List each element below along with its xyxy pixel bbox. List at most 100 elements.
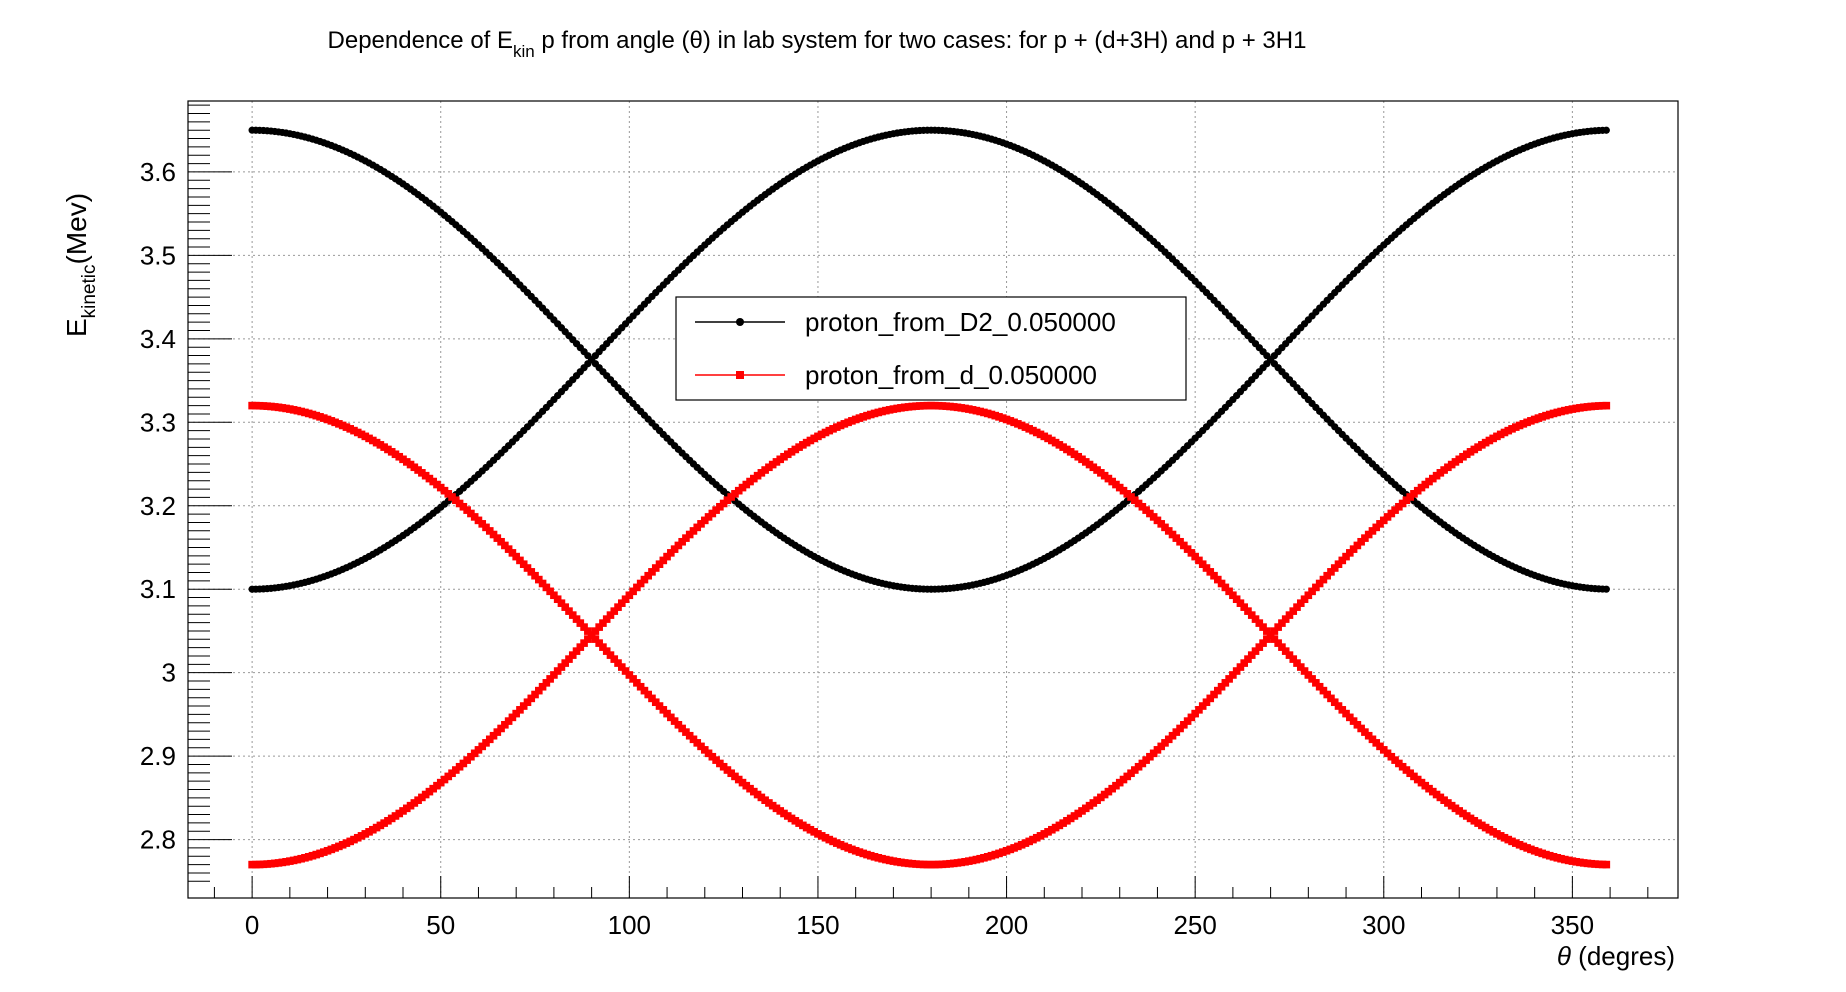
axes: 0 50 100 150 200 250 300 350 2.8 2.9 3 3.1 3.2 3.3 3.4… (140, 104, 1649, 940)
legend-label-proton-from-d: proton_from_d_0.050000 (805, 360, 1097, 390)
data-point (1263, 635, 1271, 643)
data-point (550, 591, 558, 600)
data-point (1323, 571, 1331, 580)
data-point (1330, 564, 1339, 572)
data-point (1217, 579, 1226, 588)
data-point (1602, 860, 1611, 869)
data-point (1327, 694, 1335, 703)
y-tick-label: 3.4 (140, 324, 176, 354)
legend-marker-proton-from-d2 (736, 318, 744, 326)
data-point (1285, 651, 1294, 659)
data-point (576, 619, 585, 627)
data-point (538, 579, 547, 588)
data-point (561, 603, 570, 611)
data-point (1293, 603, 1301, 611)
grid (188, 101, 1678, 898)
data-point (584, 635, 592, 643)
data-point (1229, 591, 1237, 600)
plot-frame (187, 100, 1679, 899)
data-point (568, 611, 577, 619)
data-point (1225, 587, 1233, 596)
data-point (644, 571, 653, 580)
series-0 (248, 126, 1610, 593)
data-point (1225, 675, 1233, 683)
data-point (1312, 679, 1320, 687)
data-point (629, 587, 637, 596)
data-point (606, 611, 615, 619)
data-point (1319, 686, 1328, 695)
data-point (546, 587, 554, 596)
data-point (1319, 575, 1328, 584)
data-point (1281, 615, 1290, 623)
data-point (636, 682, 645, 691)
data-point (617, 599, 626, 607)
data-point (1244, 655, 1252, 663)
legend-label-proton-from-d2: proton_from_D2_0.050000 (805, 307, 1116, 337)
data-point (553, 595, 562, 604)
data-point (580, 623, 588, 631)
data-point (633, 583, 641, 592)
y-tick-label: 3.6 (140, 157, 176, 187)
data-point (1300, 667, 1309, 675)
data-point (1278, 643, 1286, 651)
data-point (602, 615, 611, 623)
data-point (572, 615, 581, 623)
data-point (614, 603, 622, 611)
data-point (1270, 627, 1279, 635)
data-point (651, 564, 660, 572)
data-point (648, 694, 656, 703)
legend: proton_from_D2_0.050000 proton_from_d_0.… (675, 296, 1187, 401)
data-point (1263, 627, 1271, 635)
data-point (629, 675, 637, 683)
data-point (519, 560, 528, 568)
data-point (1206, 694, 1215, 703)
data-point (576, 643, 585, 651)
data-point (1602, 585, 1610, 593)
data-point (1213, 686, 1222, 695)
data-point (1274, 623, 1282, 631)
data-point (1232, 667, 1241, 675)
data-point (644, 690, 653, 699)
y-tick-label: 3.1 (140, 574, 176, 604)
data-point (610, 607, 619, 615)
data-point (591, 627, 600, 635)
data-point (542, 583, 551, 592)
data-point (1304, 671, 1313, 679)
data-point (565, 607, 573, 615)
x-tick-label: 200 (985, 910, 1028, 940)
series-1 (248, 401, 1611, 869)
legend-entry-proton-from-d: proton_from_d_0.050000 (695, 360, 1097, 390)
data-point (1308, 675, 1316, 683)
data-point (1221, 679, 1230, 687)
data-point (651, 698, 660, 707)
data-point (1206, 568, 1215, 576)
data-point (557, 599, 566, 607)
data-point (621, 667, 630, 675)
data-point (1315, 579, 1324, 588)
data-point (599, 619, 607, 627)
data-point (527, 694, 536, 703)
data-points (248, 126, 1611, 869)
y-tick-label: 2.9 (140, 741, 176, 771)
data-point (523, 564, 532, 572)
data-point (1221, 583, 1230, 592)
x-tick-label: 350 (1551, 910, 1594, 940)
legend-box (675, 296, 1187, 401)
data-point (1247, 651, 1256, 659)
data-point (1327, 568, 1335, 576)
data-point (1296, 599, 1305, 607)
data-point (1210, 690, 1218, 699)
data-point (1210, 571, 1218, 580)
data-point (572, 647, 581, 655)
y-tick-label: 3.3 (140, 407, 176, 437)
data-point (1247, 611, 1256, 619)
data-point (1240, 603, 1249, 611)
data-point (1281, 647, 1290, 655)
data-point (565, 655, 573, 663)
data-point (1213, 575, 1222, 584)
data-point (1217, 682, 1226, 691)
data-point (621, 595, 630, 604)
y-tick-label: 3.5 (140, 240, 176, 270)
